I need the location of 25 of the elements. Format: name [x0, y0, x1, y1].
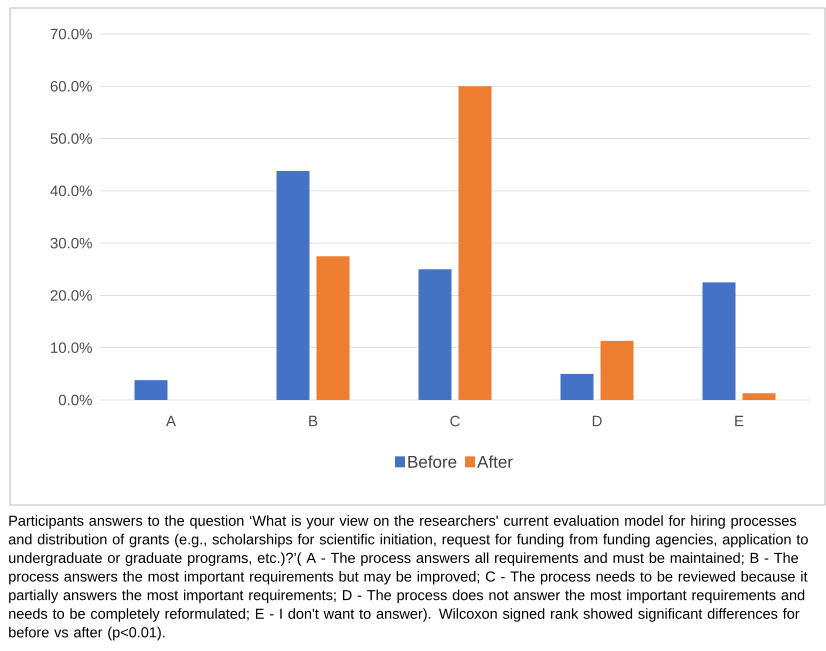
- y-tick-label: 60.0%: [50, 80, 92, 92]
- legend-label: After: [477, 455, 513, 468]
- legend-label: Before: [408, 455, 456, 468]
- x-tick-label: B: [309, 416, 318, 426]
- y-tick-label: 10.0%: [51, 342, 92, 354]
- y-tick-label: 20.0%: [50, 290, 92, 301]
- bar: [418, 269, 452, 400]
- bar: [316, 256, 350, 400]
- bar: [276, 170, 310, 400]
- bar: [742, 393, 776, 400]
- y-tick-label: 50.0%: [50, 133, 92, 144]
- bar: [134, 380, 168, 400]
- x-tick-label: D: [592, 416, 602, 426]
- x-tick-label: E: [735, 416, 744, 426]
- y-tick-label: 70.0%: [50, 28, 92, 40]
- x-tick-label: A: [166, 416, 176, 426]
- text: Participants answers to the question ‘What is your view on the researchers' current evaluation model for hiring processes and distribution of grants (e.g., scholarships for scientific initiation, request for funding from funding agencies, application to undergraduate or graduate programs, etc.)?’( A - The process answers all requirements and must be maintained; B - The process answers the most important requirements but may be improved; C - The process needs to be reviewed because it partially answers the most important requirements; D - The process does not answer the most important requirements and needs to be completely reformulated; E - I don't want to answer). Wilcoxon signed rank showed significant differences for before vs after (p<0.01).: [8, 515, 808, 640]
- bar: [560, 374, 594, 400]
- bar: [458, 86, 492, 400]
- y-tick-label: 0.0%: [58, 394, 92, 406]
- bar: [600, 340, 634, 400]
- bar: [702, 282, 736, 400]
- x-tick-label: C: [450, 416, 460, 426]
- y-tick-label: 40.0%: [50, 186, 92, 196]
- y-tick-label: 30.0%: [50, 238, 92, 248]
